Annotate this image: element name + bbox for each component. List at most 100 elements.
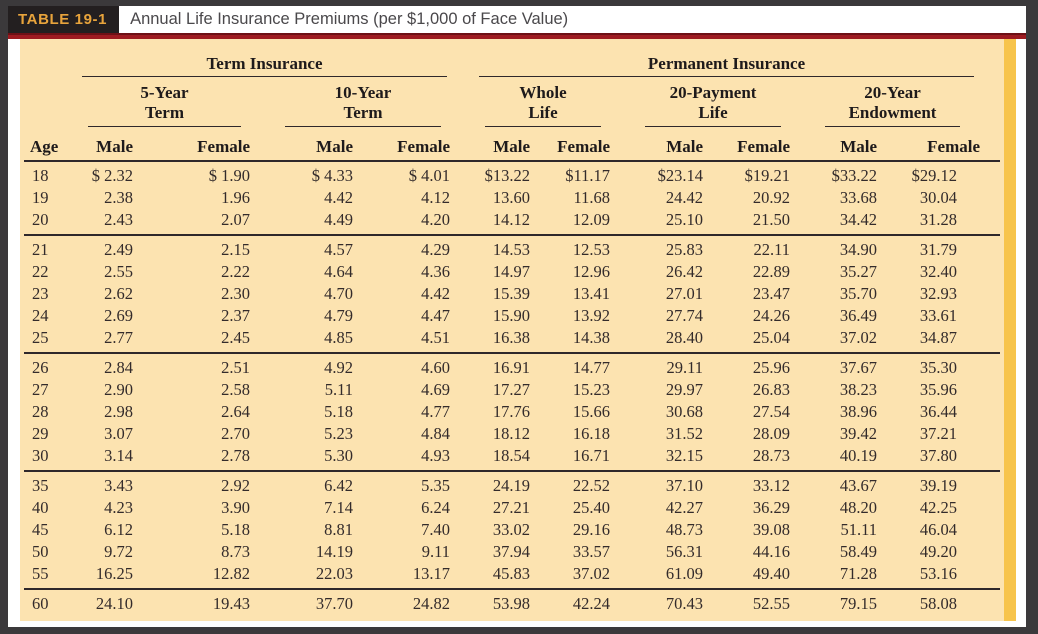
group-header-spacer — [24, 51, 66, 77]
premium-cell: 28.40 — [665, 328, 704, 347]
age-cell: 25 — [32, 328, 49, 347]
page: TABLE 19-1 Annual Life Insurance Premium… — [8, 6, 1026, 627]
premium-cell: 38.96 — [839, 402, 878, 421]
premium-cell: 2.92 — [146, 470, 263, 497]
age-group-2: 26 2.84 2.51 4.92 4.60 16.91 14.77 29.11 25.96 37… — [24, 352, 1001, 471]
premium-cell: $ 4.33 — [311, 166, 353, 185]
premium-cell: 31.28 — [919, 210, 958, 229]
premium-cell: 34.87 — [919, 328, 958, 347]
premium-cell: 2.78 — [221, 446, 250, 465]
premium-cell: 5.30 — [324, 446, 353, 465]
premium-cell: 15.39 — [492, 284, 531, 303]
premium-cell: 27.54 — [752, 402, 791, 421]
premium-cell: 11.68 — [573, 188, 611, 207]
premium-cell: 2.98 — [104, 402, 133, 421]
premium-cell: $ 4.01 — [408, 166, 451, 185]
premium-cell: 1.96 — [221, 188, 250, 207]
premium-cell: 58.08 — [890, 588, 1001, 618]
premium-cell: 2.37 — [221, 306, 250, 325]
premium-cell: 12.53 — [543, 234, 624, 261]
premium-cell: 5.11 — [324, 380, 353, 399]
premium-cell: 25.83 — [623, 234, 717, 261]
table-row: 30 3.14 2.78 5.30 4.93 18.54 16.71 32.15 28.73 40… — [24, 445, 1000, 471]
premium-cell: 15.90 — [492, 306, 531, 325]
premium-cell: 9.72 — [104, 542, 133, 561]
column-header-row: Age Male Female Male Female Male Female … — [24, 127, 1001, 162]
table-row: 25 2.77 2.45 4.85 4.51 16.38 14.38 28.40 25.04 37… — [24, 327, 1000, 353]
premium-cell: 13.92 — [572, 306, 611, 325]
premium-cell: 17.76 — [492, 402, 531, 421]
table-row: 18 $ 2.32 $ 1.90 $ 4.33 $ 4.01 $13.22 $11.17 $2… — [24, 161, 1000, 187]
premium-cell: $ 2.32 — [91, 166, 133, 185]
age-cell: 26 — [24, 352, 66, 379]
premium-cell: 2.38 — [104, 188, 133, 207]
column-header-female: Female — [146, 127, 263, 162]
premium-cell: 40.19 — [839, 446, 878, 465]
premium-cell: 26.83 — [752, 380, 791, 399]
premium-cell: 35.70 — [839, 284, 878, 303]
premium-cell: 3.43 — [66, 470, 146, 497]
premium-cell: 4.69 — [421, 380, 451, 399]
age-cell: 20 — [32, 210, 49, 229]
premium-cell: 14.77 — [543, 352, 624, 379]
column-header-female: Female — [366, 127, 464, 162]
premium-cell: 25.10 — [665, 210, 704, 229]
premium-cell: 14.97 — [492, 262, 531, 281]
premium-cell: $13.22 — [484, 166, 531, 185]
column-header-male: Male — [803, 127, 891, 162]
premium-cell: 37.02 — [839, 328, 878, 347]
column-header-female: Female — [716, 127, 804, 162]
premium-cell: 3.90 — [221, 498, 250, 517]
premium-cell: 4.23 — [104, 498, 133, 517]
premium-cell: 39.42 — [839, 424, 878, 443]
premium-cell: $19.21 — [744, 166, 791, 185]
premium-cell: 2.15 — [146, 234, 263, 261]
premium-cell: 24.26 — [752, 306, 791, 325]
column-header-male: Male — [263, 127, 366, 162]
premium-cell: 61.09 — [665, 564, 704, 583]
premium-cell: 38.23 — [839, 380, 878, 399]
premium-cell: 42.27 — [665, 498, 704, 517]
premium-cell: 24.19 — [463, 470, 544, 497]
premium-cell: 33.68 — [839, 188, 878, 207]
premium-cell: 34.90 — [803, 234, 891, 261]
age-cell: 27 — [32, 380, 49, 399]
subheader-5-year-term: 5-Year Term — [66, 77, 263, 127]
premium-cell: 15.66 — [572, 402, 611, 421]
table-row: 28 2.98 2.64 5.18 4.77 17.76 15.66 30.68 27.54 38… — [24, 401, 1000, 423]
premium-cell: 4.60 — [366, 352, 464, 379]
group-header-permanent-label: Permanent Insurance — [647, 54, 806, 73]
premium-cell: 22.11 — [716, 234, 804, 261]
premium-cell: $ 1.90 — [208, 166, 250, 185]
premium-cell: 18.12 — [492, 424, 531, 443]
premium-cell: 3.14 — [104, 446, 133, 465]
premium-cell: 36.44 — [919, 402, 958, 421]
premium-cell: 13.41 — [572, 284, 611, 303]
table-row: 19 2.38 1.96 4.42 4.12 13.60 11.68 24.42 20.92 33… — [24, 187, 1000, 209]
premium-cell: 21.50 — [752, 210, 791, 229]
premium-cell: 28.09 — [752, 424, 791, 443]
table-row: 21 2.49 2.15 4.57 4.29 14.53 12.53 25.83 22.11 34… — [24, 234, 1001, 261]
table-row: 22 2.55 2.22 4.64 4.36 14.97 12.96 26.42 22.89 35… — [24, 261, 1000, 283]
premium-cell: 4.93 — [421, 446, 451, 465]
premium-cell: 18.54 — [492, 446, 531, 465]
subheader-10-year-term: 10-Year Term — [263, 77, 463, 127]
age-cell: 21 — [24, 234, 66, 261]
premium-cell: 49.40 — [752, 564, 791, 583]
premium-cell: 35.96 — [919, 380, 958, 399]
column-header-male: Male — [66, 127, 146, 162]
premium-cell: 5.18 — [324, 402, 353, 421]
premium-cell: 2.62 — [104, 284, 133, 303]
age-cell: 24 — [32, 306, 49, 325]
subheader-20-payment-life: 20-Payment Life — [623, 77, 803, 127]
premium-cell: 4.70 — [324, 284, 353, 303]
premium-cell: 4.42 — [324, 188, 353, 207]
premium-cell: 17.27 — [492, 380, 531, 399]
premium-cell: 6.42 — [263, 470, 366, 497]
table-row: 45 6.12 5.18 8.81 7.40 33.02 29.16 48.73 39.08 51… — [24, 519, 1000, 541]
premium-cell: 4.77 — [421, 402, 451, 421]
table-row: 23 2.62 2.30 4.70 4.42 15.39 13.41 27.01 23.47 35… — [24, 283, 1000, 305]
premium-cell: 29.11 — [623, 352, 717, 379]
column-header-female: Female — [890, 127, 1001, 162]
premium-cell: 2.64 — [221, 402, 250, 421]
